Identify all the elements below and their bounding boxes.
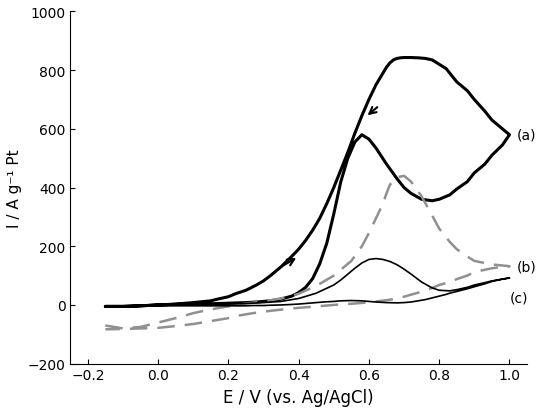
Y-axis label: I / A g⁻¹ Pt: I / A g⁻¹ Pt (7, 149, 22, 227)
Text: (b): (b) (516, 259, 536, 273)
X-axis label: E / V (vs. Ag/AgCl): E / V (vs. Ag/AgCl) (224, 388, 374, 406)
Text: (a): (a) (516, 128, 536, 142)
Text: (c): (c) (510, 291, 528, 304)
